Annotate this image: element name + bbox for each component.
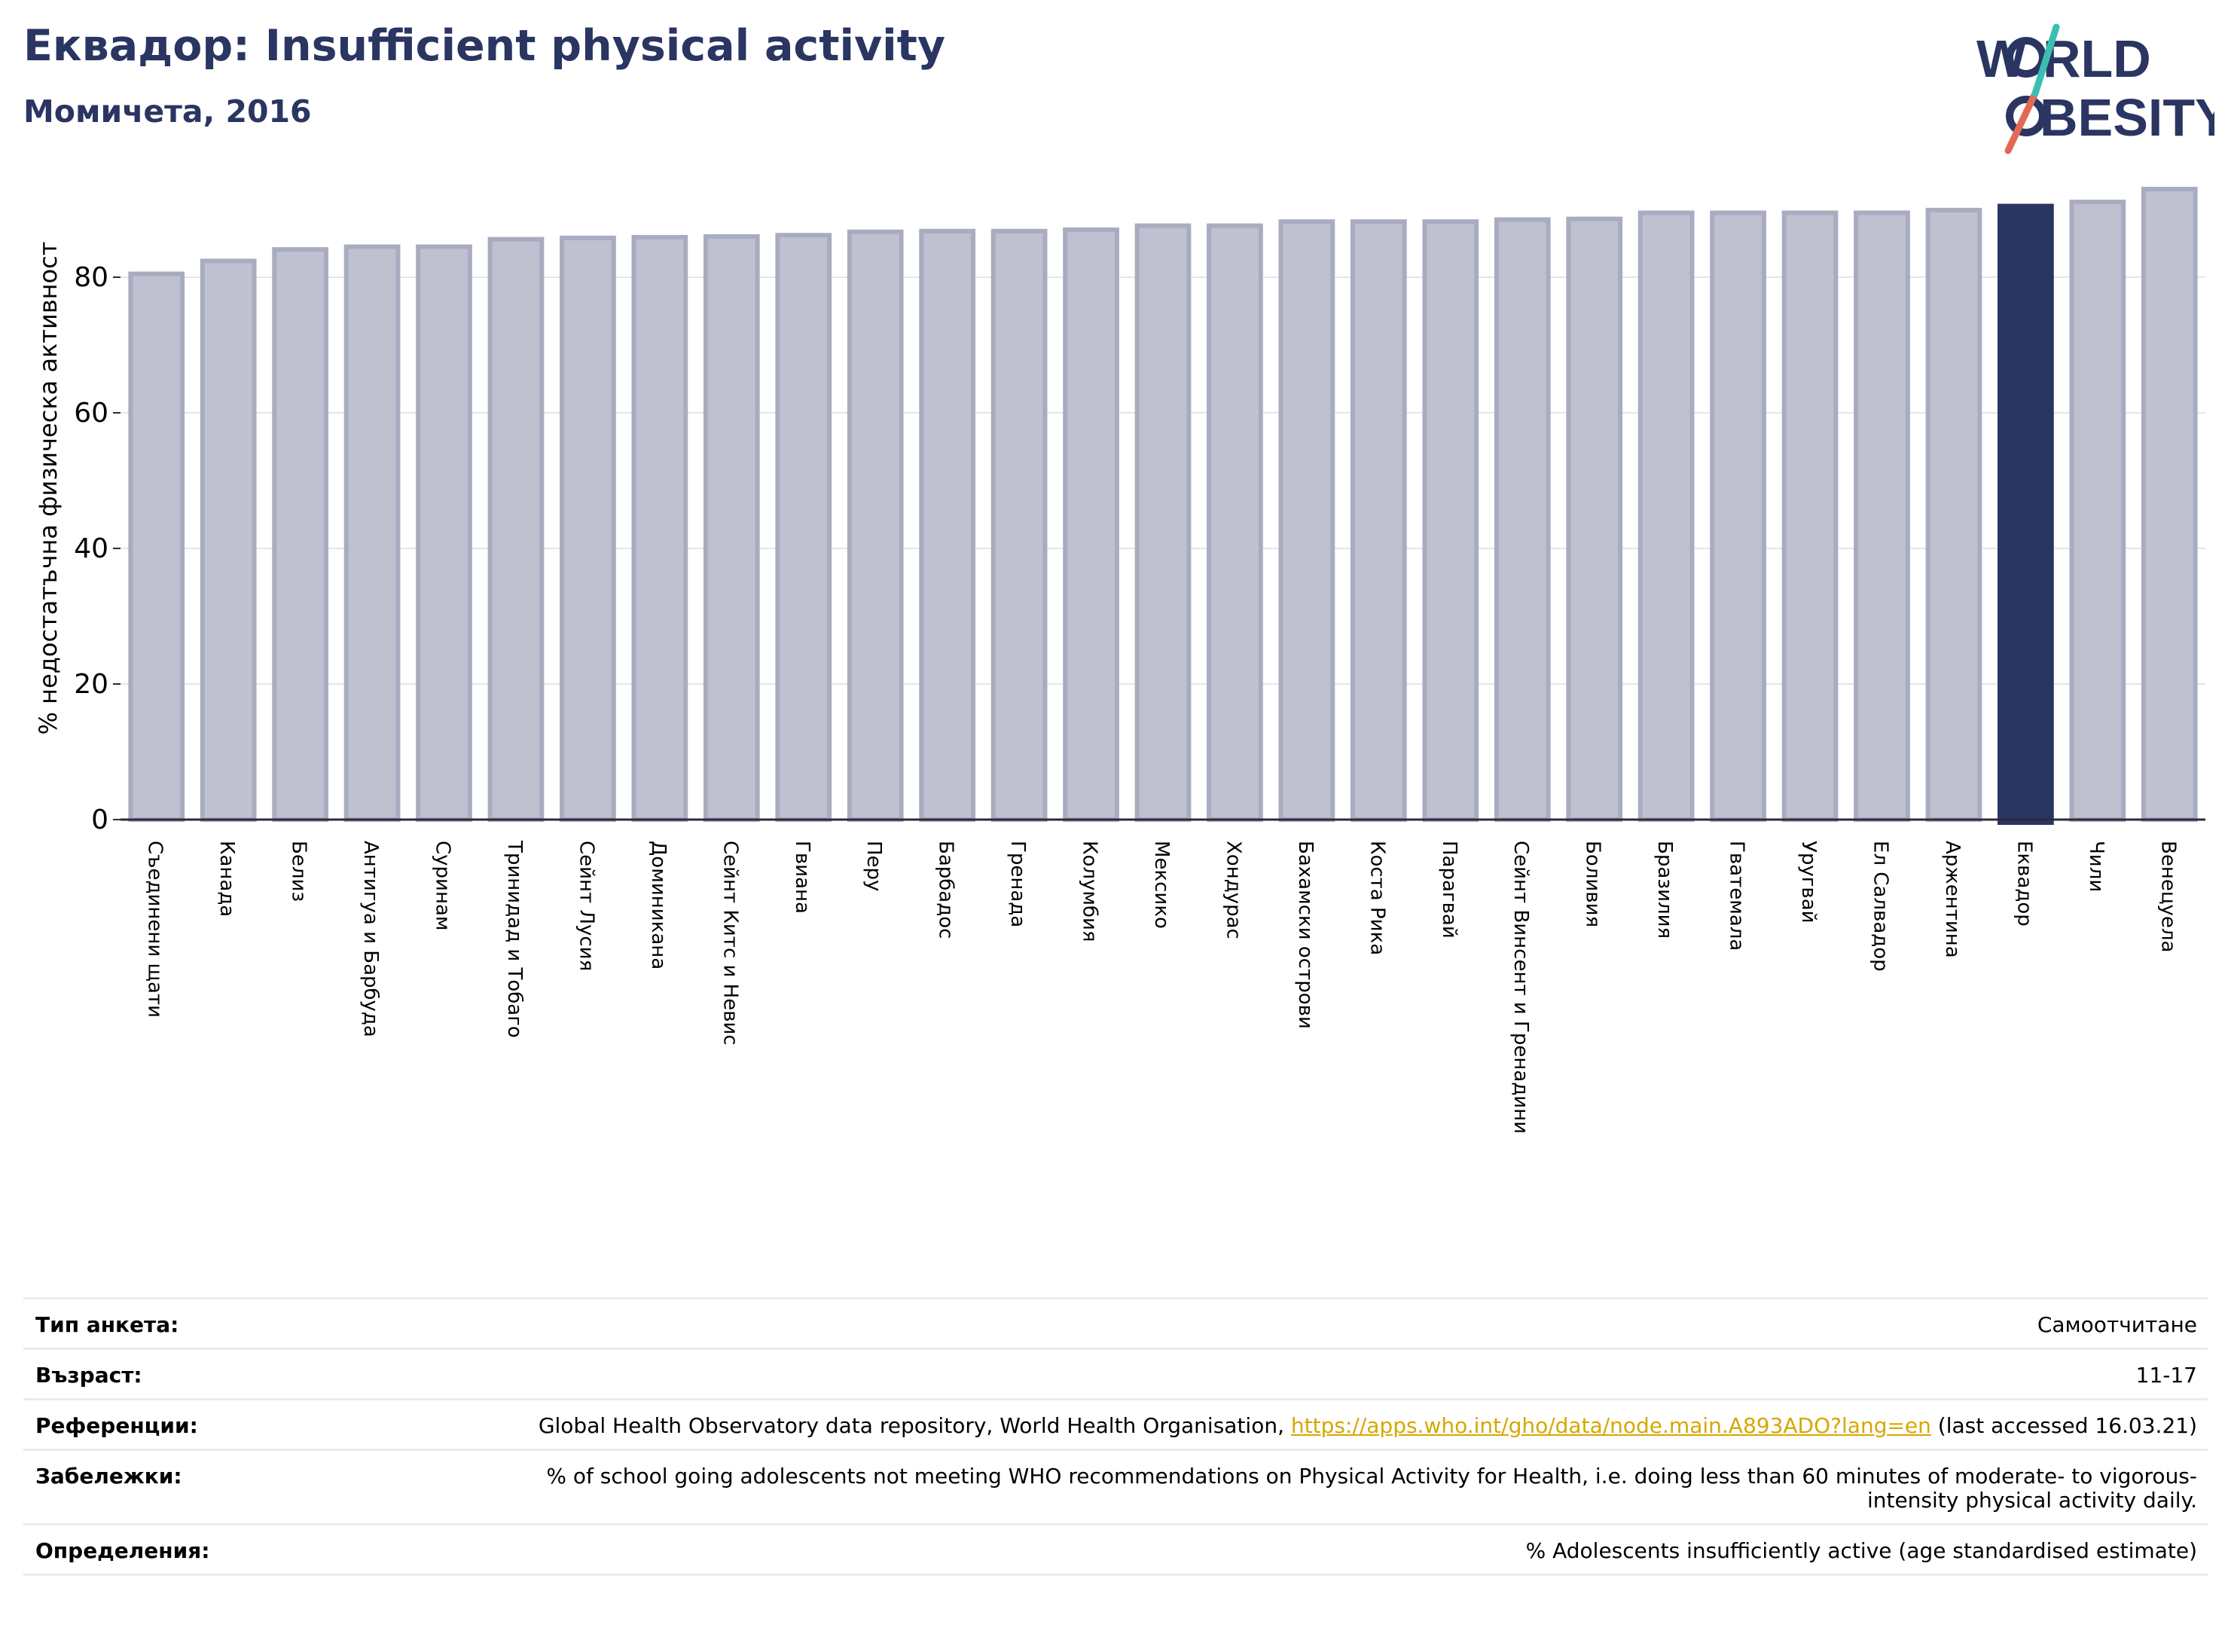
definitions-label: Определения: [23,1523,453,1576]
bar [487,237,545,823]
references-tail: (last accessed 16.03.21) [1930,1413,2197,1438]
bar [1063,227,1119,822]
bar [847,229,904,822]
y-tick-label: 0 [91,805,108,835]
bar [1781,210,1839,822]
bar [2069,200,2126,823]
x-tick-label: Парагвай [1438,841,1460,939]
y-tick-label: 20 [74,669,108,700]
chart-subtitle: Момичета, 2016 [23,93,312,130]
bar [919,228,976,822]
bar [1422,219,1479,822]
x-tick-label: Боливия [1582,841,1604,927]
x-tick-label: Съединени щати [144,841,166,1018]
bar [631,234,688,822]
x-tick-label: Белиз [288,841,310,902]
bar [128,271,185,822]
bar [775,233,832,822]
bar [1566,216,1623,823]
bar [1350,219,1407,822]
x-tick-label: Доминикана [647,841,670,970]
world-obesity-logo: W RLD BESITY [1976,23,2214,154]
bar [1278,219,1335,822]
meta-row-references: Референции: Global Health Observatory da… [23,1398,2208,1450]
x-tick-label: Суринам [432,841,454,931]
x-tick-label: Колумбия [1079,841,1101,942]
bar [1925,207,1982,822]
tick-labels: 0 20 40 60 80 Съединени щати Канада Белиз Антигу… [74,262,2179,1134]
age-label: Възраст: [23,1348,453,1400]
bar [343,244,401,822]
x-tick-label: Перу [862,841,885,891]
meta-row-notes: Забележки: % of school going adolescents… [23,1449,2208,1525]
bars [128,187,2198,825]
survey-type-label: Тип анкета: [23,1297,453,1349]
references-value: Global Health Observatory data repositor… [453,1398,2208,1450]
bar [200,258,257,822]
age-value: 11-17 [453,1348,2208,1400]
meta-row-age: Възраст: 11-17 [23,1348,2208,1400]
references-label: Референции: [23,1398,453,1450]
logo-o-ring [2006,96,2046,136]
meta-row-definitions: Определения: % Adolescents insufficientl… [23,1523,2208,1576]
references-text: Global Health Observatory data repositor… [538,1413,1291,1438]
notes-value: % of school going adolescents not meetin… [453,1449,2208,1525]
x-tick-label: Гвиана [791,841,813,914]
bar [703,234,760,822]
bar [560,235,616,822]
logo-slash-bottom [2004,90,2039,154]
x-tick-label: Бахамски острови [1294,841,1317,1029]
metadata-table: Тип анкета: Самоотчитане Възраст: 11-17 … [23,1297,2208,1576]
y-axis-label: % недостатъчна физическа активност [34,241,63,735]
chart-title: Еквадор: Insufficient physical activity [23,21,946,71]
x-tick-label: Тринидад и Тобаго [503,840,526,1038]
x-tick-label: Ел Салвадор [1869,841,1891,972]
bar-chart: 0 20 40 60 80 Съединени щати Канада Белиз Антигу… [74,187,2205,1134]
logo-slash-top [2031,23,2060,97]
x-tick-label: Сейнт Китс и Невис [719,841,741,1046]
x-tick-label: Уругвай [1797,841,1820,924]
x-tick-label: Бразилия [1653,841,1676,939]
x-tick-label: Мексико [1150,841,1173,929]
logo-o-ring-top [2006,37,2046,78]
survey-type-value: Самоотчитане [453,1297,2208,1349]
x-tick-label: Гватемала [1726,841,1748,951]
bar [272,247,328,823]
bar [416,244,472,822]
bar [990,228,1048,822]
notes-label: Забележки: [23,1449,453,1525]
axes [113,276,2205,821]
x-tick-label: Антигуа и Барбуда [359,841,382,1037]
x-tick-label: Сейнт Лусия [575,841,597,971]
meta-row-survey-type: Тип анкета: Самоотчитане [23,1297,2208,1349]
definitions-value: % Adolescents insufficiently active (age… [453,1523,2208,1576]
bar [1637,210,1695,822]
x-tick-label: Коста Рика [1366,841,1388,955]
x-tick-label: Хондурас [1222,841,1244,939]
x-tick-label: Чили [2085,841,2107,892]
bar [1998,203,2054,825]
y-tick-label: 80 [74,262,108,293]
bar [1710,210,1766,822]
bar [1134,223,1192,823]
x-tick-label: Барбадос [935,841,957,939]
x-tick-label: Гренада [1006,841,1029,927]
x-tick-label: Сейнт Винсент и Гренадини [1509,841,1532,1134]
x-tick-label: Венецуела [2156,841,2179,952]
logo-text-rld: RLD [2043,29,2151,88]
references-link[interactable]: https://apps.who.int/gho/data/node.main.… [1290,1413,1931,1438]
bar [1207,223,1263,823]
y-tick-label: 40 [74,533,108,564]
y-tick-label: 60 [74,398,108,429]
bar [2141,187,2198,822]
x-tick-label: Еквадор [2013,841,2035,927]
x-tick-label: Канада [215,841,238,917]
bar [1494,217,1551,822]
x-tick-label: Аржентина [1941,841,1964,958]
logo-text-besity: BESITY [2040,88,2214,147]
bar [1854,210,1910,822]
